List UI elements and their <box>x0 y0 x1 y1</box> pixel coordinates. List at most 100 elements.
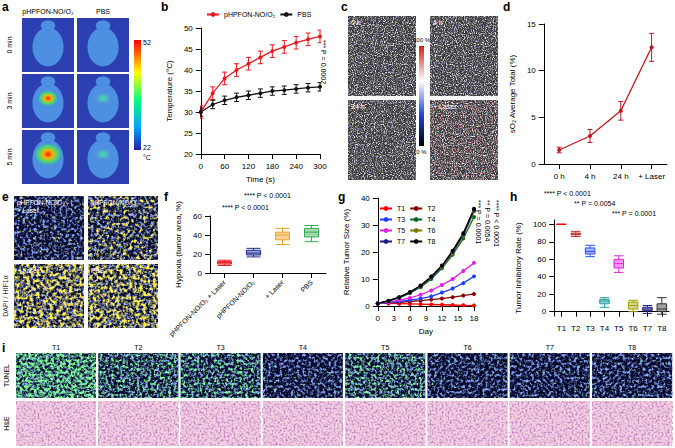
svg-text:20: 20 <box>361 248 370 257</box>
svg-text:*** P = 0.0002: *** P = 0.0002 <box>320 40 327 84</box>
svg-text:pHPFON-NO/O₂ + Laser: pHPFON-NO/O₂ + Laser <box>168 278 228 338</box>
svg-text:g: g <box>338 190 345 204</box>
svg-text:0 h: 0 h <box>554 172 565 181</box>
svg-text:180: 180 <box>266 162 280 171</box>
svg-text:0: 0 <box>376 314 381 323</box>
svg-text:pHPFON-NO/O₂: pHPFON-NO/O₂ <box>224 11 276 19</box>
svg-text:T7: T7 <box>397 238 405 245</box>
svg-text:pHPFON-NO/O₂: pHPFON-NO/O₂ <box>215 278 257 320</box>
svg-text:15: 15 <box>527 20 536 29</box>
svg-text:+ Laser: + Laser <box>17 207 40 214</box>
svg-text:d: d <box>503 0 510 14</box>
svg-text:T2: T2 <box>427 205 435 212</box>
svg-text:** P = 0.0054: ** P = 0.0054 <box>574 200 615 207</box>
svg-text:240: 240 <box>289 162 303 171</box>
svg-text:c: c <box>341 0 348 14</box>
svg-text:h: h <box>510 190 517 204</box>
svg-text:10: 10 <box>527 66 536 75</box>
svg-text:4 h: 4 h <box>584 172 595 181</box>
svg-text:T8: T8 <box>628 344 636 351</box>
svg-text:4 h: 4 h <box>433 19 443 26</box>
svg-text:°C: °C <box>143 154 151 161</box>
svg-text:T6: T6 <box>628 324 638 333</box>
svg-text:i: i <box>2 341 5 355</box>
svg-text:T1: T1 <box>52 344 60 351</box>
svg-text:0: 0 <box>198 269 203 278</box>
svg-text:22: 22 <box>143 144 151 151</box>
svg-text:PBS: PBS <box>91 267 105 274</box>
svg-text:T7: T7 <box>546 344 554 351</box>
svg-text:Day: Day <box>419 327 433 336</box>
svg-text:pHPFON-NO/O₂: pHPFON-NO/O₂ <box>91 199 139 207</box>
svg-text:T5: T5 <box>614 324 624 333</box>
svg-text:0 h: 0 h <box>351 19 361 26</box>
svg-text:24 h: 24 h <box>351 103 365 110</box>
svg-text:18: 18 <box>470 314 479 323</box>
svg-text:*** P = 0.0001: *** P = 0.0001 <box>475 200 482 244</box>
svg-text:0: 0 <box>199 162 204 171</box>
svg-text:5: 5 <box>531 113 536 122</box>
svg-text:24 h: 24 h <box>613 172 629 181</box>
svg-text:10: 10 <box>361 275 370 284</box>
svg-text:** P = 0.0054: ** P = 0.0054 <box>484 200 491 241</box>
svg-text:T4: T4 <box>299 344 307 351</box>
svg-text:PBS: PBS <box>299 278 314 293</box>
svg-text:f: f <box>164 190 169 204</box>
svg-text:PBS: PBS <box>297 11 311 18</box>
svg-text:5 min: 5 min <box>6 148 13 165</box>
svg-text:**** P < 0.0001: **** P < 0.0001 <box>222 204 269 211</box>
svg-text:T4: T4 <box>427 216 435 223</box>
svg-text:40: 40 <box>537 272 546 281</box>
svg-text:T1: T1 <box>557 324 567 333</box>
svg-text:12: 12 <box>437 314 446 323</box>
svg-text:100 %: 100 % <box>413 37 431 43</box>
svg-text:Hypoxia (tumor area, %): Hypoxia (tumor area, %) <box>174 201 183 288</box>
svg-text:T6: T6 <box>427 227 435 234</box>
svg-text:40: 40 <box>361 194 370 203</box>
svg-text:DAPI / HIF1α: DAPI / HIF1α <box>2 275 9 316</box>
svg-text:**** P < 0.0001: **** P < 0.0001 <box>493 200 500 247</box>
svg-text:40: 40 <box>184 66 193 75</box>
svg-text:**** P < 0.0001: **** P < 0.0001 <box>544 190 591 197</box>
svg-text:T5: T5 <box>381 344 389 351</box>
svg-text:20: 20 <box>193 250 202 259</box>
svg-text:0: 0 <box>365 302 370 311</box>
svg-text:*** P = 0.0001: *** P = 0.0001 <box>612 210 656 217</box>
svg-text:0: 0 <box>531 160 536 169</box>
svg-text:T3: T3 <box>397 216 405 223</box>
svg-text:52: 52 <box>143 39 151 46</box>
svg-text:3 min: 3 min <box>6 92 13 109</box>
svg-text:30: 30 <box>184 108 193 117</box>
svg-text:H&E: H&E <box>3 416 10 431</box>
svg-text:sO₂ Average Total (%): sO₂ Average Total (%) <box>508 54 517 133</box>
svg-text:PBS: PBS <box>96 8 110 15</box>
svg-text:60: 60 <box>193 212 202 221</box>
svg-text:6: 6 <box>408 314 413 323</box>
svg-text:40: 40 <box>193 231 202 240</box>
svg-text:20: 20 <box>537 290 546 299</box>
svg-text:Time (s): Time (s) <box>246 175 275 184</box>
svg-text:+ Laser: + Laser <box>263 278 285 300</box>
svg-text:T8: T8 <box>427 238 435 245</box>
svg-text:50: 50 <box>184 24 193 33</box>
svg-text:80: 80 <box>537 237 546 246</box>
svg-text:Relative Tumor Size (%): Relative Tumor Size (%) <box>342 209 351 296</box>
svg-text:pHPFON-NO/O₂: pHPFON-NO/O₂ <box>22 8 74 16</box>
svg-text:9: 9 <box>424 314 429 323</box>
svg-text:60: 60 <box>537 255 546 264</box>
svg-text:TUNEL: TUNEL <box>3 364 10 387</box>
svg-text:T1: T1 <box>397 205 405 212</box>
svg-text:25: 25 <box>184 129 193 138</box>
svg-text:pHPFON-NO/O₂: pHPFON-NO/O₂ <box>17 199 65 207</box>
svg-text:T8: T8 <box>657 324 667 333</box>
svg-text:+ Laser: + Laser <box>638 172 665 181</box>
svg-text:0 min: 0 min <box>6 36 13 53</box>
svg-text:20: 20 <box>184 150 193 159</box>
svg-text:45: 45 <box>184 45 193 54</box>
svg-text:30: 30 <box>361 221 370 230</box>
svg-text:Tumor Inhibitory Rate (%): Tumor Inhibitory Rate (%) <box>514 222 523 314</box>
svg-text:e: e <box>2 190 9 204</box>
svg-text:a: a <box>2 0 9 14</box>
svg-text:0 %: 0 % <box>416 149 427 155</box>
svg-text:b: b <box>161 0 168 14</box>
